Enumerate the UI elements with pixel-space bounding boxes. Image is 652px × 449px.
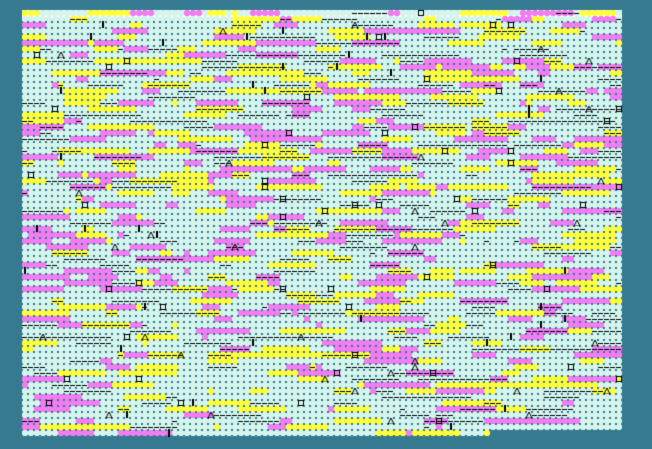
game-board[interactable] <box>0 0 652 449</box>
